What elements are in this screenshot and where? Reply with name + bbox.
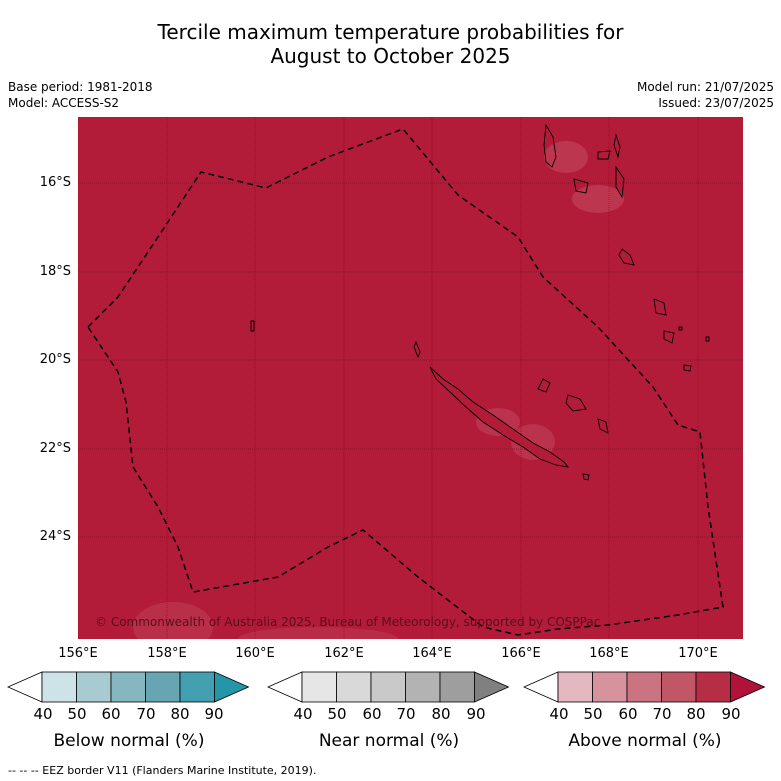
below-normal-colorbar: [7, 671, 250, 703]
vanuatu-island: [543, 123, 557, 168]
lon-label: 158°E: [147, 646, 187, 661]
colorbar-tick: 50: [67, 705, 87, 723]
vanuatu-island: [653, 298, 667, 316]
colorbar-segment: [301, 671, 337, 703]
colorbar-segment: [695, 671, 731, 703]
colorbar-segment: [557, 671, 593, 703]
issued-date: Issued: 23/07/2025: [658, 96, 774, 110]
probability-patch: [544, 141, 588, 173]
lat-label: 22°S: [39, 441, 71, 456]
map-background: [78, 117, 743, 639]
colorbar-tick: 80: [170, 705, 190, 723]
eez-border: [87, 128, 724, 636]
lat-label: 18°S: [39, 264, 71, 279]
colorbar-segment: [405, 671, 441, 703]
new-caledonia-island: [429, 366, 570, 468]
map-title-line1: Tercile maximum temperature probabilitie…: [157, 20, 624, 44]
map-area: © Commonwealth of Australia 2025, Bureau…: [77, 117, 743, 652]
islet: [582, 473, 590, 481]
colorbar-segment: [439, 671, 475, 703]
colorbar-segment: [76, 671, 112, 703]
colorbar-segment: [336, 671, 372, 703]
model-name: Model: ACCESS-S2: [8, 96, 120, 110]
colorbar-extend-low: [267, 671, 303, 703]
below-normal-label: Below normal (%): [53, 731, 205, 751]
loyalty-island: [537, 378, 551, 393]
eez-footnote: -- -- -- EEZ border V11 (Flanders Marine…: [8, 764, 317, 777]
colorbar-tick: 50: [327, 705, 347, 723]
loyalty-island: [565, 394, 587, 412]
lon-label: 160°E: [235, 646, 275, 661]
vanuatu-island: [573, 178, 589, 194]
colorbar-extend-high: [214, 671, 250, 703]
copyright-notice: © Commonwealth of Australia 2025, Bureau…: [95, 615, 600, 629]
colorbar-tick: 90: [721, 705, 741, 723]
islet: [678, 326, 683, 331]
colorbar-tick: 90: [466, 705, 486, 723]
probability-patch: [572, 185, 624, 213]
model-run: Model run: 21/07/2025: [636, 80, 774, 94]
lon-label: 166°E: [501, 646, 541, 661]
colorbar-segment: [179, 671, 215, 703]
colorbar-extend-low: [7, 671, 43, 703]
above-normal-label: Above normal (%): [568, 731, 722, 751]
colorbar-segment: [592, 671, 628, 703]
vanuatu-island: [597, 150, 611, 160]
colorbar-tick: 80: [431, 705, 451, 723]
lat-label: 16°S: [39, 175, 71, 190]
above-normal-colorbar: [523, 671, 766, 703]
colorbar-tick: 90: [204, 705, 224, 723]
lon-label: 156°E: [58, 646, 98, 661]
islet: [683, 364, 692, 372]
colorbar-extend-high: [474, 671, 510, 703]
colorbar-segment: [370, 671, 406, 703]
lat-label: 20°S: [39, 352, 71, 367]
colorbar-tick: 70: [136, 705, 156, 723]
colorbars: [7, 671, 766, 703]
graticule: [77, 117, 743, 639]
colorbar-tick: 40: [293, 705, 313, 723]
vanuatu-island: [618, 248, 635, 266]
map-title-line2: August to October 2025: [270, 44, 511, 68]
colorbar-tick: 80: [686, 705, 706, 723]
map-canvas: © Commonwealth of Australia 2025, Bureau…: [77, 117, 743, 652]
colorbar-tick: 70: [396, 705, 416, 723]
lon-label: 162°E: [324, 646, 364, 661]
islet: [705, 336, 710, 342]
vanuatu-island: [663, 330, 675, 344]
colorbar-extend-low: [523, 671, 559, 703]
vanuatu-island: [615, 165, 625, 199]
islet: [250, 320, 255, 332]
near-normal-colorbar: [267, 671, 510, 703]
vanuatu-island: [613, 133, 621, 159]
colorbar-tick: 60: [101, 705, 121, 723]
lon-label: 170°E: [678, 646, 718, 661]
colorbar-tick: 60: [618, 705, 638, 723]
colorbar-tick: 60: [362, 705, 382, 723]
colorbar-segment: [661, 671, 697, 703]
colorbar-segment: [626, 671, 662, 703]
colorbar-tick: 50: [583, 705, 603, 723]
islet: [413, 340, 421, 359]
base-period: Base period: 1981-2018: [8, 80, 153, 94]
lon-label: 164°E: [412, 646, 452, 661]
colorbar-tick: 40: [33, 705, 53, 723]
loyalty-island: [597, 418, 609, 434]
colorbar-extend-high: [730, 671, 766, 703]
colorbar-tick: 70: [652, 705, 672, 723]
lon-label: 168°E: [589, 646, 629, 661]
colorbar-segment: [110, 671, 146, 703]
colorbar-segment: [41, 671, 77, 703]
colorbar-tick: 40: [549, 705, 569, 723]
colorbar-segment: [145, 671, 181, 703]
near-normal-label: Near normal (%): [318, 731, 460, 751]
lat-label: 24°S: [39, 529, 71, 544]
